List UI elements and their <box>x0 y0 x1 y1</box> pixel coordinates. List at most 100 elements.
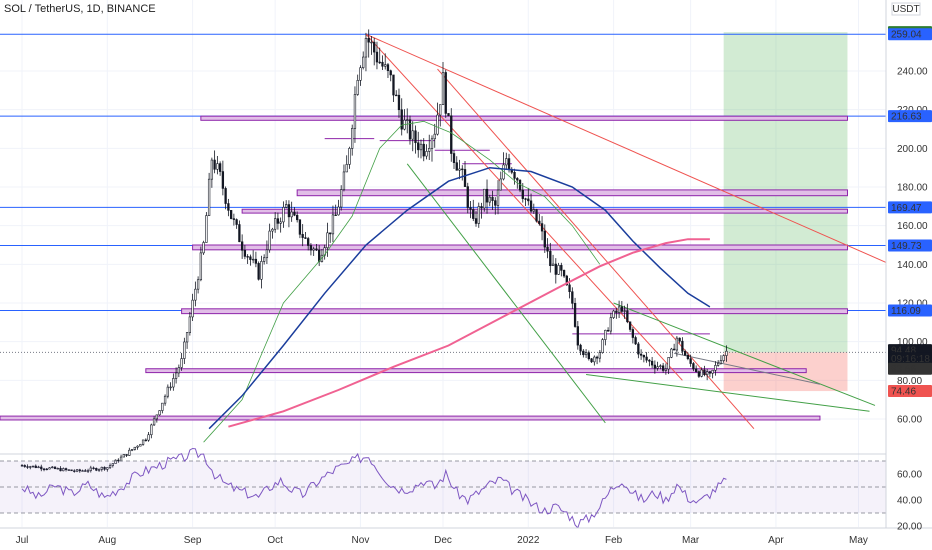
candle-body <box>521 189 524 199</box>
candle-body <box>331 214 335 235</box>
candle-body <box>279 221 282 224</box>
candle-body <box>262 257 266 262</box>
candle-body <box>232 218 236 220</box>
candle-body <box>95 467 98 471</box>
price-tick: 100.00 <box>897 337 928 348</box>
candle-body <box>180 358 183 368</box>
candle-body <box>318 249 321 262</box>
candle-body <box>133 446 136 450</box>
candle-body <box>172 378 175 388</box>
candle-body <box>315 248 318 251</box>
candle-body <box>474 218 478 224</box>
price-badge-bg <box>888 385 932 398</box>
candle-body <box>664 368 668 371</box>
candle-body <box>78 469 81 472</box>
candle-body <box>97 469 101 471</box>
candle-body <box>221 171 225 189</box>
candle-body <box>425 151 428 157</box>
candle-body <box>507 158 511 170</box>
candle-body <box>312 248 315 251</box>
candle-body <box>587 352 590 360</box>
candle-body <box>516 178 519 181</box>
candle-body <box>62 468 65 472</box>
candle-body <box>381 61 384 67</box>
candle-body <box>191 299 194 318</box>
candle-body <box>45 468 48 471</box>
candle-body <box>590 358 593 363</box>
candle-body <box>444 72 447 114</box>
price-badge-label: 149.73 <box>891 241 922 252</box>
candle-body <box>656 366 659 369</box>
candle-body <box>216 163 219 170</box>
candle-body <box>499 178 502 191</box>
candle-body <box>620 306 624 312</box>
candle-body <box>606 329 610 332</box>
trendlines <box>365 33 887 429</box>
candle-body <box>378 61 381 64</box>
price-badge-bg <box>888 304 932 317</box>
candle-body <box>348 148 351 165</box>
candle-body <box>494 200 497 206</box>
candle-body <box>642 355 646 358</box>
candle-body <box>593 356 596 363</box>
candle-body <box>458 168 461 171</box>
candle-body <box>114 459 117 464</box>
rsi-tick: 40.00 <box>897 496 922 507</box>
candle-body <box>169 386 172 389</box>
candle-body <box>461 168 464 171</box>
candle-body <box>70 469 73 472</box>
candle-body <box>108 465 112 468</box>
rsi-line <box>21 447 727 529</box>
candle-body <box>678 337 681 342</box>
candle-body <box>329 232 332 235</box>
candle-body <box>251 258 255 261</box>
candle-body <box>103 466 106 470</box>
candle-body <box>670 348 673 358</box>
candle-body <box>422 143 425 157</box>
candle-body <box>307 238 310 246</box>
price-badge-label: 94.48 <box>891 346 916 357</box>
time-tick: Apr <box>768 535 784 546</box>
candle-body <box>122 454 125 458</box>
candles <box>20 29 728 473</box>
price-badge-bg <box>888 362 932 375</box>
candle-body <box>675 337 679 351</box>
candle-body <box>136 445 139 448</box>
trendline <box>437 68 755 429</box>
moving-averages <box>203 120 711 443</box>
candle-body <box>725 350 728 356</box>
candle-body <box>351 128 354 149</box>
ma-short <box>203 120 601 443</box>
candle-body <box>20 465 24 467</box>
candle-body <box>92 467 95 470</box>
candle-body <box>639 353 643 356</box>
candle-body <box>282 207 285 223</box>
candle-body <box>285 204 288 208</box>
candle-body <box>199 252 203 281</box>
candle-body <box>441 72 445 105</box>
candle-body <box>210 159 214 180</box>
candle-body <box>254 258 258 264</box>
candle-body <box>246 256 249 258</box>
candle-body <box>362 56 365 68</box>
zone-rect <box>0 415 821 421</box>
candle-body <box>257 263 260 280</box>
ma-medium <box>208 166 711 430</box>
candle-body <box>469 207 472 210</box>
candle-body <box>661 365 665 371</box>
rsi-panel <box>0 447 886 529</box>
candle-body <box>386 64 390 72</box>
candle-body <box>686 355 690 360</box>
candle-body <box>717 362 720 366</box>
candle-body <box>439 104 442 116</box>
candle-body <box>342 171 346 190</box>
candle-body <box>411 130 414 140</box>
candle-body <box>595 356 599 359</box>
candle-body <box>714 365 717 371</box>
candle-body <box>268 230 271 251</box>
candle-body <box>700 369 703 377</box>
currency-label: USDT <box>892 4 919 15</box>
candle-body <box>477 206 480 224</box>
